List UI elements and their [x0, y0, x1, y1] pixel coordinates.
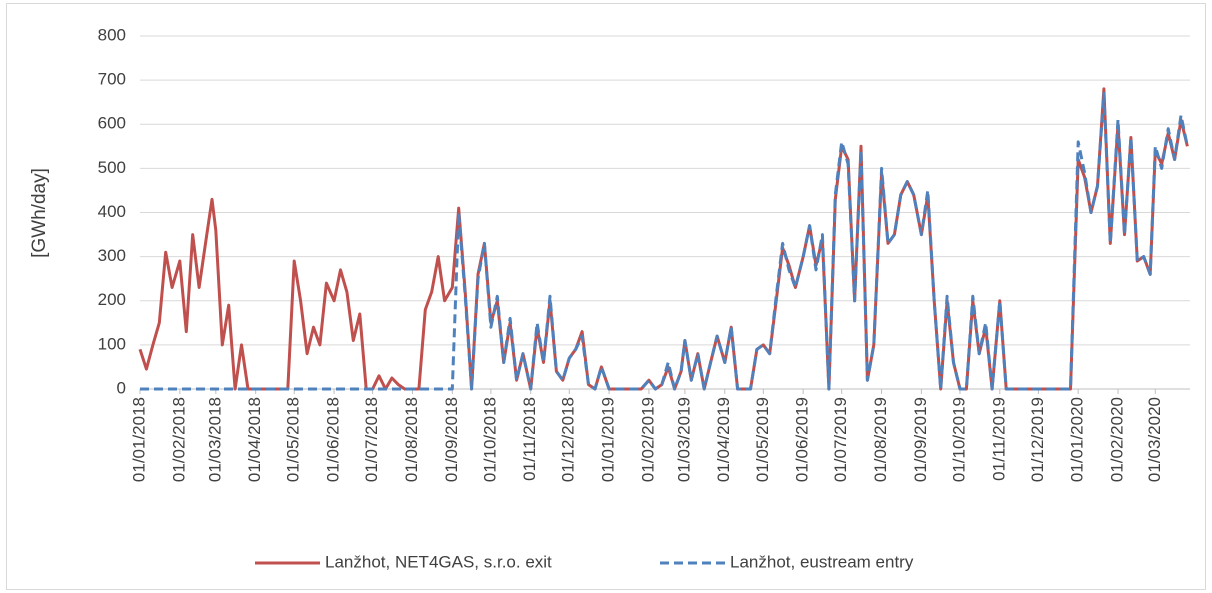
y-tick-label: 300 — [98, 246, 126, 265]
y-tick-label: 200 — [98, 290, 126, 309]
x-tick-label: 01/07/2018 — [362, 397, 381, 482]
x-tick-label: 01/02/2020 — [1108, 397, 1127, 482]
x-tick-label: 01/11/2019 — [989, 397, 1008, 481]
chart-border — [6, 3, 1206, 590]
x-tick-label: 01/10/2018 — [480, 397, 499, 482]
x-tick-label: 01/03/2020 — [1145, 397, 1164, 482]
x-tick-label: 01/06/2019 — [793, 397, 812, 482]
x-tick-label: 01/07/2019 — [831, 397, 850, 482]
x-tick-label: 01/06/2018 — [324, 397, 343, 482]
x-tick-label: 01/08/2019 — [871, 397, 890, 482]
y-tick-label: 500 — [98, 158, 126, 177]
x-tick-label: 01/05/2019 — [753, 397, 772, 482]
x-tick-label: 01/12/2018 — [559, 397, 578, 482]
x-tick-label: 01/02/2018 — [169, 397, 188, 482]
series-line — [138, 87, 1189, 391]
legend-label: Lanžhot, eustream entry — [730, 552, 914, 571]
y-tick-label: 100 — [98, 334, 126, 353]
series-line — [140, 91, 1189, 391]
x-tick-label: 01/01/2019 — [599, 397, 618, 482]
x-tick-label: 01/09/2019 — [911, 397, 930, 482]
x-tick-label: 01/04/2019 — [714, 397, 733, 482]
x-tick-label: 01/11/2018 — [520, 397, 539, 481]
x-tick-label: 01/04/2018 — [245, 397, 264, 482]
x-tick-label: 01/01/2018 — [129, 397, 148, 482]
x-tick-label: 01/01/2020 — [1068, 397, 1087, 482]
x-tick-label: 01/02/2019 — [638, 397, 657, 482]
legend-label: Lanžhot, NET4GAS, s.r.o. exit — [325, 552, 552, 571]
y-tick-label: 600 — [98, 114, 126, 133]
x-tick-label: 01/12/2019 — [1028, 397, 1047, 482]
y-tick-label: 400 — [98, 202, 126, 221]
x-tick-label: 01/10/2019 — [949, 397, 968, 482]
x-tick-label: 01/03/2018 — [205, 397, 224, 482]
y-tick-label: 0 — [117, 378, 126, 397]
x-tick-label: 01/03/2019 — [674, 397, 693, 482]
x-tick-label: 01/08/2018 — [402, 397, 421, 482]
y-tick-label: 800 — [98, 25, 126, 44]
x-tick-label: 01/09/2018 — [442, 397, 461, 482]
y-axis-title: [GWh/day] — [29, 168, 50, 258]
x-tick-label: 01/05/2018 — [284, 397, 303, 482]
y-tick-label: 700 — [98, 70, 126, 89]
